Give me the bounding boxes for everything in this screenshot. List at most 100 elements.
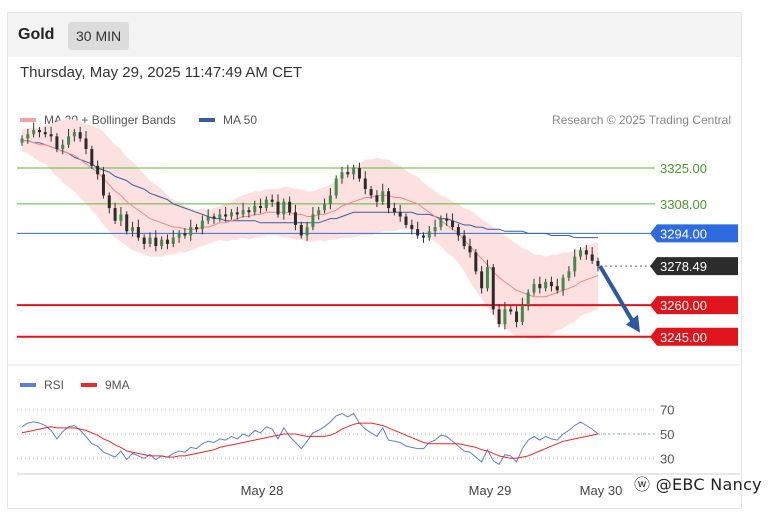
candle-body [544, 281, 548, 289]
candle-body [84, 138, 88, 149]
rsi-tick-50: 50 [660, 427, 674, 442]
candle-body [392, 208, 396, 213]
candle-body [311, 214, 315, 228]
candle-body [369, 189, 373, 196]
candle-body [247, 210, 251, 213]
candle-body [125, 214, 129, 232]
candle-body [480, 271, 484, 289]
level-label-3325.00: 3325.00 [660, 161, 707, 176]
forecast-arrow-shaft [598, 265, 636, 325]
candle-body [142, 237, 146, 244]
candle-body [32, 130, 36, 135]
candle-body [131, 227, 135, 232]
watermark: ⓦ @EBC Nancy [634, 471, 762, 495]
candle-body [497, 309, 501, 325]
ma50-line [22, 140, 598, 239]
level-tag-3278.49: 3278.49 [650, 257, 738, 276]
candle-body [590, 254, 594, 261]
candle-body [305, 227, 309, 236]
candle-body [520, 305, 524, 323]
candle-body [171, 237, 175, 244]
candle-body [165, 239, 169, 244]
candle-body [515, 311, 519, 323]
candle-body [474, 252, 478, 272]
candle-body [288, 201, 292, 213]
x-tick-label: May 29 [469, 483, 512, 498]
legend-ma50: MA 50 [199, 113, 257, 127]
candle-body [43, 132, 47, 135]
candle-body [224, 214, 228, 217]
candle-body [451, 220, 455, 228]
level-tag-text: 3278.49 [660, 259, 707, 274]
weibo-icon: ⓦ [634, 475, 651, 494]
rsi-ma-label: 9MA [105, 378, 130, 392]
candle-body [352, 167, 356, 175]
candle-body [183, 233, 187, 236]
rsi-ma-swatch [81, 383, 97, 387]
candle-body [555, 286, 559, 291]
legend-rsi: RSI [20, 378, 64, 392]
candle-body [416, 229, 420, 236]
timeframe-button[interactable]: 30 MIN [68, 22, 130, 50]
candle-body [206, 216, 210, 221]
candle-body [567, 271, 571, 278]
candle-body [160, 239, 164, 247]
level-tag-bg [650, 224, 738, 243]
ma20-line [22, 140, 599, 298]
candle-body [398, 212, 402, 217]
symbol-title: Gold [18, 26, 55, 43]
candle-body [549, 281, 553, 287]
candle-body [485, 267, 489, 289]
candle-body [456, 227, 460, 236]
candle-body [491, 267, 495, 310]
chart-card: Gold 30 MIN Thursday, May 29, 2025 11:47… [7, 12, 742, 509]
credit-text: Research © 2025 Trading Central [552, 113, 731, 127]
candle-body [381, 191, 385, 202]
candle-body [573, 256, 577, 272]
level-tag-text: 3245.00 [660, 330, 707, 345]
candle-body [561, 277, 565, 291]
candle-body [421, 235, 425, 238]
rsi-label: RSI [44, 378, 65, 392]
header-bar: Gold 30 MIN [8, 13, 741, 57]
level-label-3308.00: 3308.00 [660, 197, 707, 212]
candle-body [49, 134, 53, 137]
candle-body [107, 195, 111, 209]
candle-body [276, 201, 280, 215]
candle-body [410, 224, 414, 230]
candle-body [404, 216, 408, 225]
candle-body [26, 134, 30, 139]
level-tag-bg [650, 257, 738, 276]
candle-body [200, 220, 204, 230]
candle-body [317, 210, 321, 215]
candle-body [229, 212, 233, 217]
candle-body [328, 195, 332, 204]
candle-body [282, 201, 286, 215]
candle-body [323, 203, 327, 211]
forecast-arrow-head [626, 314, 640, 333]
watermark-text: @EBC Nancy [655, 475, 762, 494]
level-tag-text: 3294.00 [660, 226, 707, 241]
candle-body [90, 148, 94, 166]
candle-body [579, 250, 583, 257]
candle-body [259, 205, 263, 209]
candle-body [363, 178, 367, 190]
candle-body [212, 216, 216, 219]
candle-body [101, 174, 105, 196]
candle-body [357, 167, 361, 179]
level-tag-3260.00: 3260.00 [650, 296, 738, 315]
bollinger-band [22, 119, 598, 339]
candle-body [584, 250, 588, 255]
legend-rsi-ma: 9MA [81, 378, 130, 392]
candle-body [375, 195, 379, 202]
candle-body [195, 227, 199, 230]
candle-body [189, 227, 193, 236]
candle-body [387, 191, 391, 209]
candle-body [439, 218, 443, 228]
candle-body [253, 205, 257, 213]
candle-body [119, 214, 123, 221]
candle-body [433, 227, 437, 232]
candle-body [340, 172, 344, 179]
candle-body [503, 309, 507, 325]
candle-body [136, 227, 140, 238]
